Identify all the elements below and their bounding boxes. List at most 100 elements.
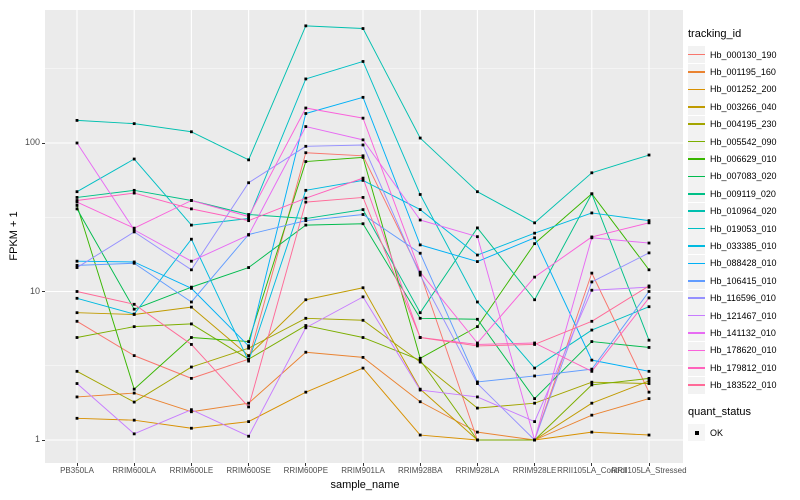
data-point bbox=[590, 369, 594, 373]
legend-key-line-icon bbox=[688, 384, 705, 386]
data-point bbox=[590, 192, 594, 196]
data-point bbox=[418, 356, 422, 360]
data-point bbox=[247, 359, 250, 363]
legend-label: Hb_033385_010 bbox=[710, 240, 777, 251]
x-tick-mark bbox=[419, 463, 421, 466]
data-point bbox=[361, 143, 365, 147]
data-point bbox=[132, 157, 136, 161]
data-point bbox=[304, 326, 308, 330]
data-point bbox=[361, 176, 365, 180]
data-point bbox=[361, 336, 365, 339]
data-point bbox=[132, 307, 136, 311]
y-tick-label: 10 bbox=[29, 285, 40, 296]
data-point bbox=[476, 380, 479, 384]
data-point bbox=[533, 275, 536, 279]
data-point bbox=[533, 366, 536, 370]
x-tick-label: RRIM600LE bbox=[169, 466, 214, 475]
data-point bbox=[590, 328, 594, 332]
data-point bbox=[75, 395, 79, 399]
legend-entry: Hb_006629_010 bbox=[688, 150, 800, 168]
data-point bbox=[418, 360, 422, 364]
legend-key bbox=[688, 98, 705, 116]
data-point bbox=[418, 316, 422, 320]
data-point bbox=[476, 343, 479, 346]
legend-key-line-icon bbox=[688, 71, 705, 73]
data-point bbox=[590, 171, 594, 175]
data-point bbox=[132, 188, 136, 192]
x-tick-mark bbox=[648, 463, 650, 466]
legend-label: Hb_000130_190 bbox=[710, 49, 777, 60]
data-point bbox=[533, 438, 536, 442]
data-point bbox=[361, 196, 365, 199]
data-point bbox=[361, 60, 365, 63]
data-point bbox=[476, 325, 479, 329]
data-point bbox=[533, 397, 536, 401]
data-point bbox=[132, 391, 136, 395]
data-point bbox=[75, 200, 79, 204]
x-tick-mark bbox=[305, 463, 307, 466]
data-point bbox=[361, 366, 365, 370]
data-point bbox=[304, 77, 308, 81]
data-point bbox=[533, 231, 536, 235]
legend-key bbox=[688, 359, 705, 377]
data-point bbox=[304, 160, 308, 163]
data-point bbox=[361, 222, 365, 226]
data-point bbox=[533, 401, 536, 405]
data-point bbox=[247, 217, 250, 220]
data-point bbox=[647, 376, 651, 380]
data-point bbox=[75, 204, 79, 207]
data-point bbox=[190, 223, 193, 227]
legend-entry: Hb_178620_010 bbox=[688, 341, 800, 359]
data-point bbox=[132, 432, 136, 436]
data-point bbox=[247, 233, 250, 237]
legend-key bbox=[688, 80, 705, 98]
data-point bbox=[247, 434, 250, 438]
legend-key-line-icon bbox=[688, 140, 705, 143]
data-point bbox=[418, 270, 422, 274]
data-point bbox=[647, 390, 651, 394]
data-point bbox=[247, 346, 250, 350]
x-tick-label: RRIM600PE bbox=[283, 466, 329, 475]
data-point bbox=[533, 236, 536, 240]
data-point bbox=[304, 144, 308, 148]
legend-label: Hb_183522_010 bbox=[710, 380, 777, 391]
legend-entry: Hb_141132_010 bbox=[688, 324, 800, 342]
data-point bbox=[590, 211, 594, 215]
data-point bbox=[647, 382, 651, 385]
data-point bbox=[476, 226, 479, 230]
legend-title-quant-status: quant_status bbox=[688, 405, 751, 418]
legend-key-line-icon bbox=[688, 366, 705, 369]
legend-label: Hb_178620_010 bbox=[710, 345, 777, 356]
legend-entry: Hb_033385_010 bbox=[688, 237, 800, 255]
data-point bbox=[190, 426, 193, 430]
data-point bbox=[361, 116, 365, 120]
x-axis-title: sample_name bbox=[330, 479, 400, 491]
data-point bbox=[247, 357, 250, 361]
legend-entry: Hb_010964_020 bbox=[688, 202, 800, 220]
data-point bbox=[647, 284, 651, 288]
legend-entry: Hb_179812_010 bbox=[688, 359, 800, 377]
data-point bbox=[75, 369, 79, 373]
data-point bbox=[647, 268, 651, 272]
legend-key bbox=[688, 133, 705, 151]
data-point bbox=[304, 219, 308, 223]
data-point bbox=[476, 300, 479, 304]
data-point bbox=[132, 354, 136, 358]
data-point bbox=[190, 286, 193, 290]
legend-label: Hb_003266_040 bbox=[710, 101, 777, 112]
data-point bbox=[75, 416, 79, 420]
data-point bbox=[418, 218, 422, 222]
data-point bbox=[418, 358, 422, 362]
legend-label: Hb_001252_200 bbox=[710, 84, 777, 95]
data-point bbox=[590, 367, 594, 371]
x-tick-label: RRII105LA_Stressed bbox=[611, 466, 687, 475]
legend-entry: Hb_183522_010 bbox=[688, 376, 800, 394]
legend-key-line-icon bbox=[688, 279, 705, 282]
data-point bbox=[75, 319, 79, 323]
data-point bbox=[476, 341, 479, 345]
data-point bbox=[361, 178, 365, 182]
legend-label: Hb_106415_010 bbox=[710, 275, 777, 286]
data-point bbox=[361, 155, 365, 159]
legend-key-line-icon bbox=[688, 332, 705, 334]
legend-label: Hb_179812_010 bbox=[710, 362, 777, 373]
